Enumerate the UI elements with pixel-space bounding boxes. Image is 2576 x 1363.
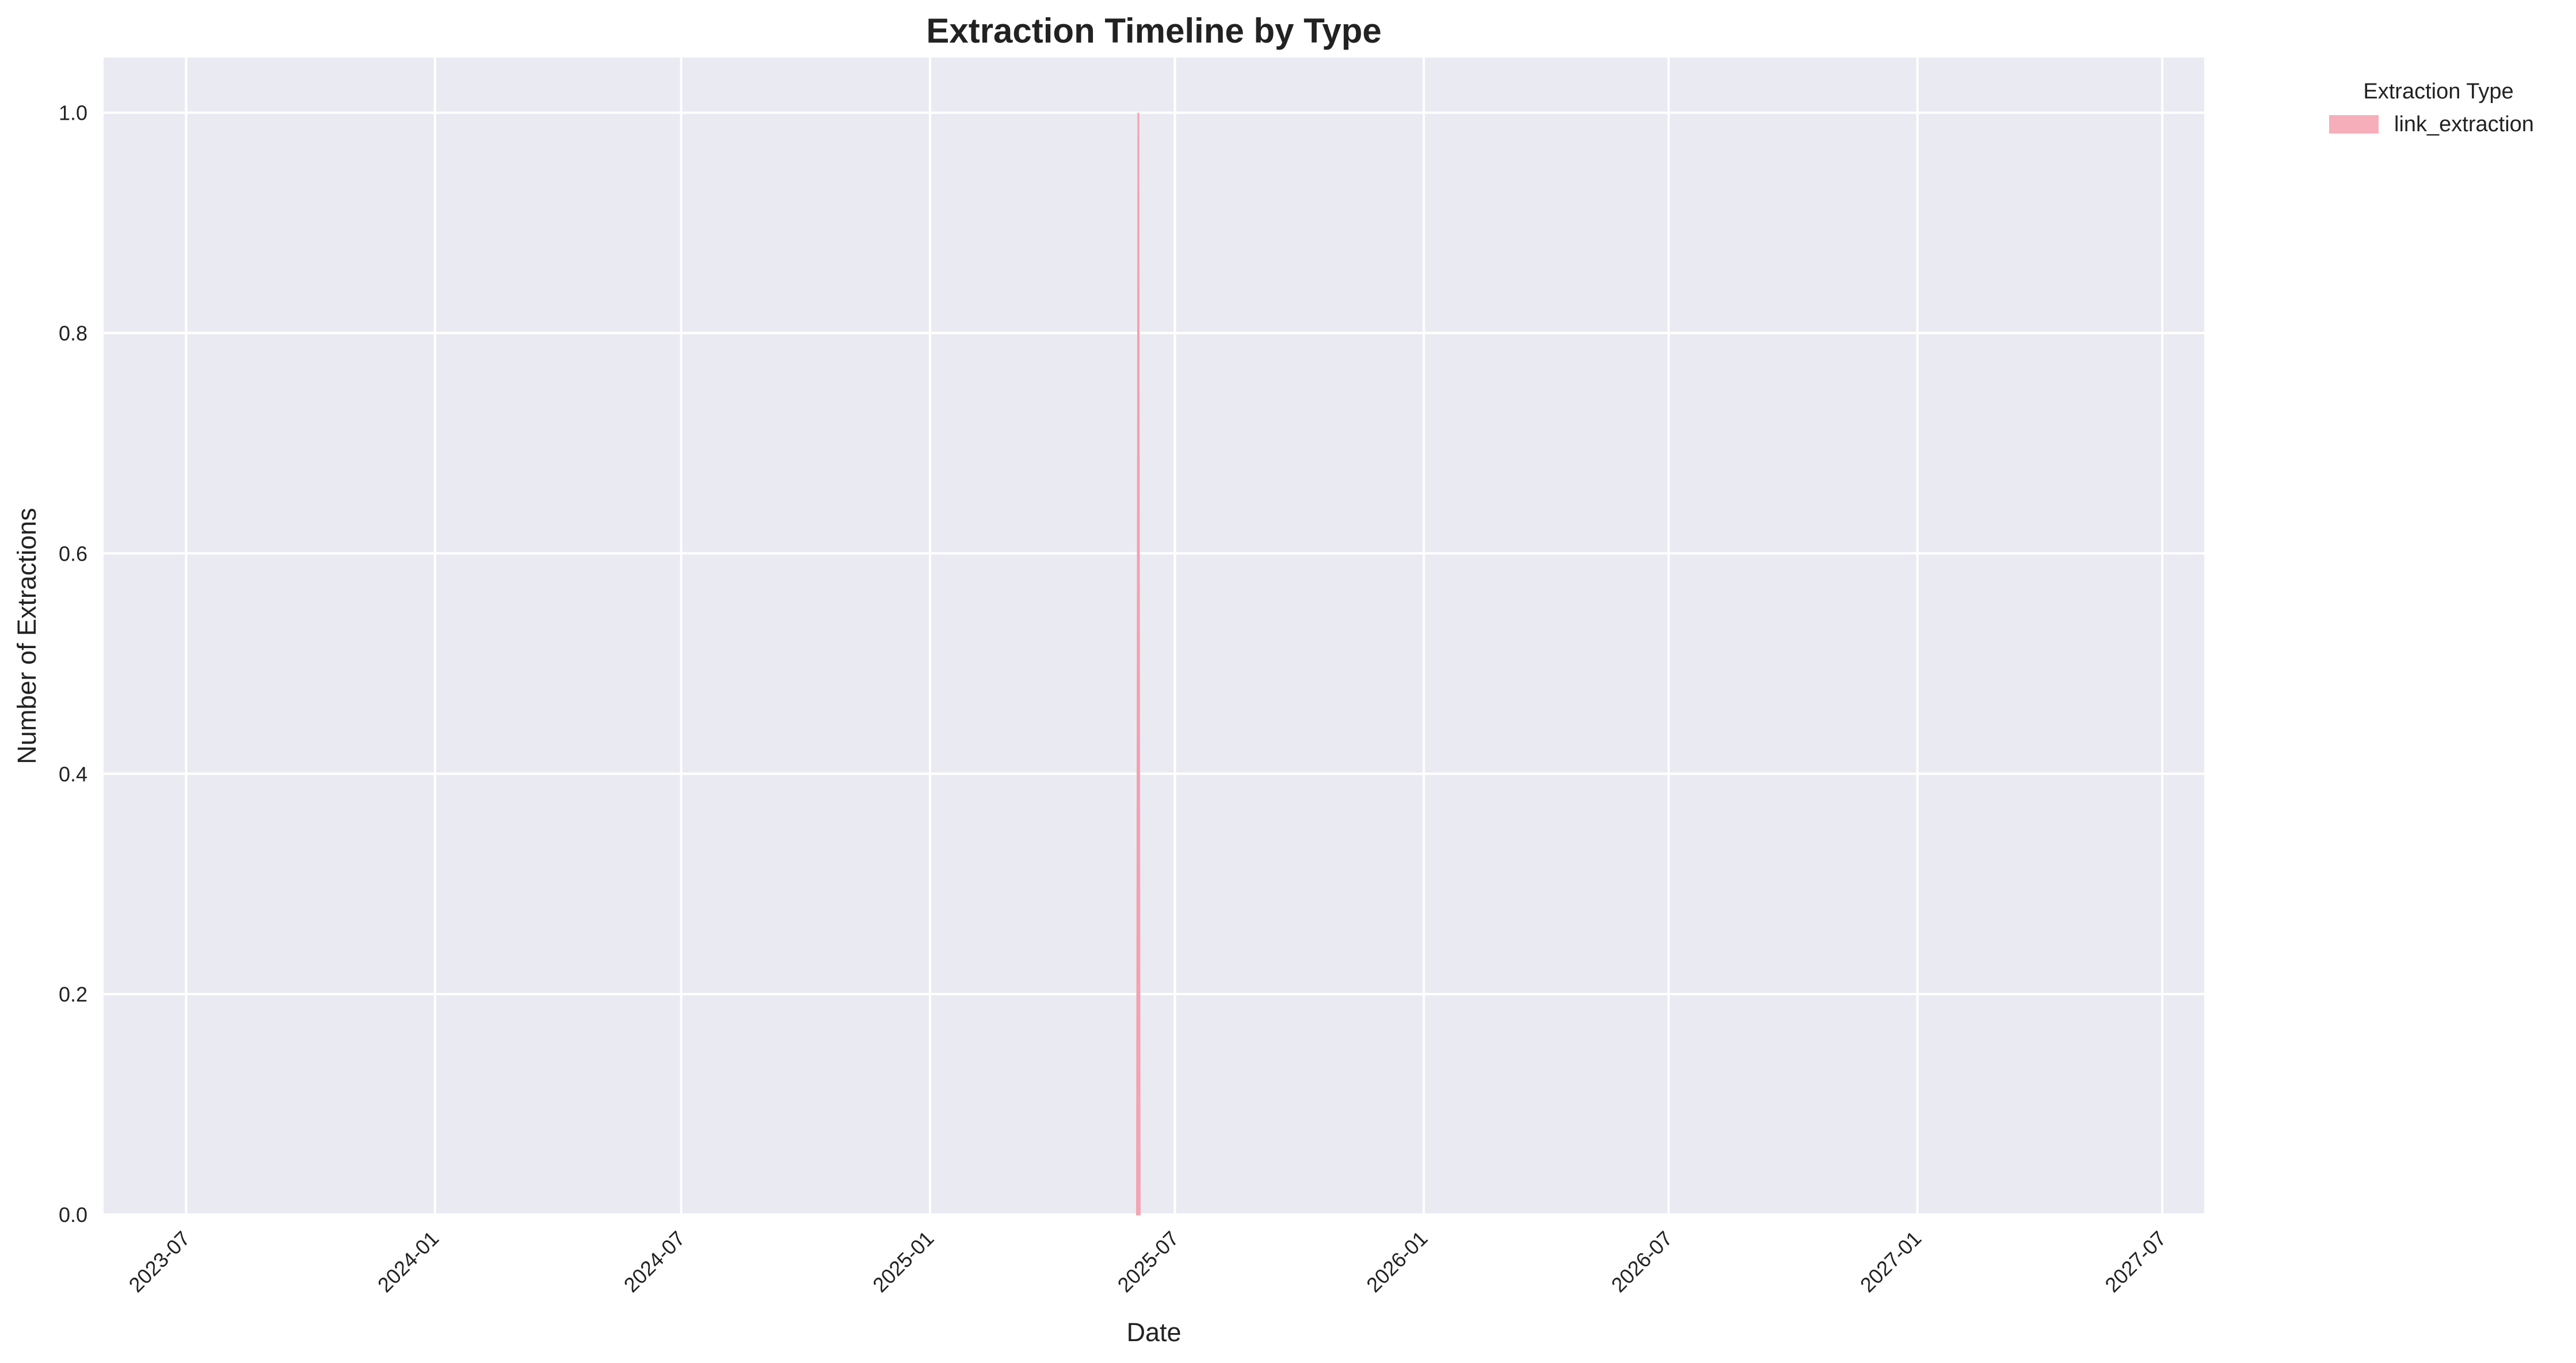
- grid: [104, 58, 2204, 1216]
- x-tick-label: 2025-01: [868, 1227, 938, 1297]
- plot-background: [104, 58, 2204, 1214]
- y-axis-label: Number of Extractions: [12, 508, 41, 764]
- x-tick-label: 2023-07: [124, 1227, 195, 1297]
- legend-items: link_extraction: [2329, 112, 2534, 136]
- x-tick-label: 2024-07: [619, 1227, 689, 1297]
- y-axis-ticks: 0.0 0.2 0.4 0.6 0.8 1.0: [59, 101, 87, 1227]
- x-tick-label: 2025-07: [1113, 1227, 1183, 1297]
- legend-swatch: [2329, 115, 2379, 134]
- x-axis-label: Date: [1126, 1318, 1181, 1347]
- y-tick-label: 0.4: [59, 762, 87, 786]
- y-tick-label: 1.0: [59, 101, 87, 125]
- x-tick-label: 2027-01: [1855, 1227, 1926, 1297]
- x-tick-label: 2026-07: [1606, 1227, 1676, 1297]
- series-layer: [1136, 112, 1141, 1216]
- legend-title: Extraction Type: [2363, 79, 2513, 104]
- x-tick-label: 2027-07: [2100, 1227, 2170, 1297]
- y-tick-label: 0.6: [59, 542, 87, 565]
- x-tick-label: 2024-01: [373, 1227, 443, 1297]
- x-axis-ticks: 2023-07 2024-01 2024-07 2025-01 2025-07 2026-…: [124, 1227, 2171, 1297]
- area-link_extraction: [1136, 112, 1141, 1216]
- legend-entry-label: link_extraction: [2394, 112, 2534, 136]
- x-tick-label: 2026-01: [1362, 1227, 1432, 1297]
- chart-title: Extraction Timeline by Type: [926, 12, 1381, 50]
- y-tick-label: 0.2: [59, 983, 87, 1006]
- legend: Extraction Type link_extraction: [2329, 79, 2534, 136]
- y-tick-label: 0.8: [59, 322, 87, 345]
- y-tick-label: 0.0: [59, 1203, 87, 1227]
